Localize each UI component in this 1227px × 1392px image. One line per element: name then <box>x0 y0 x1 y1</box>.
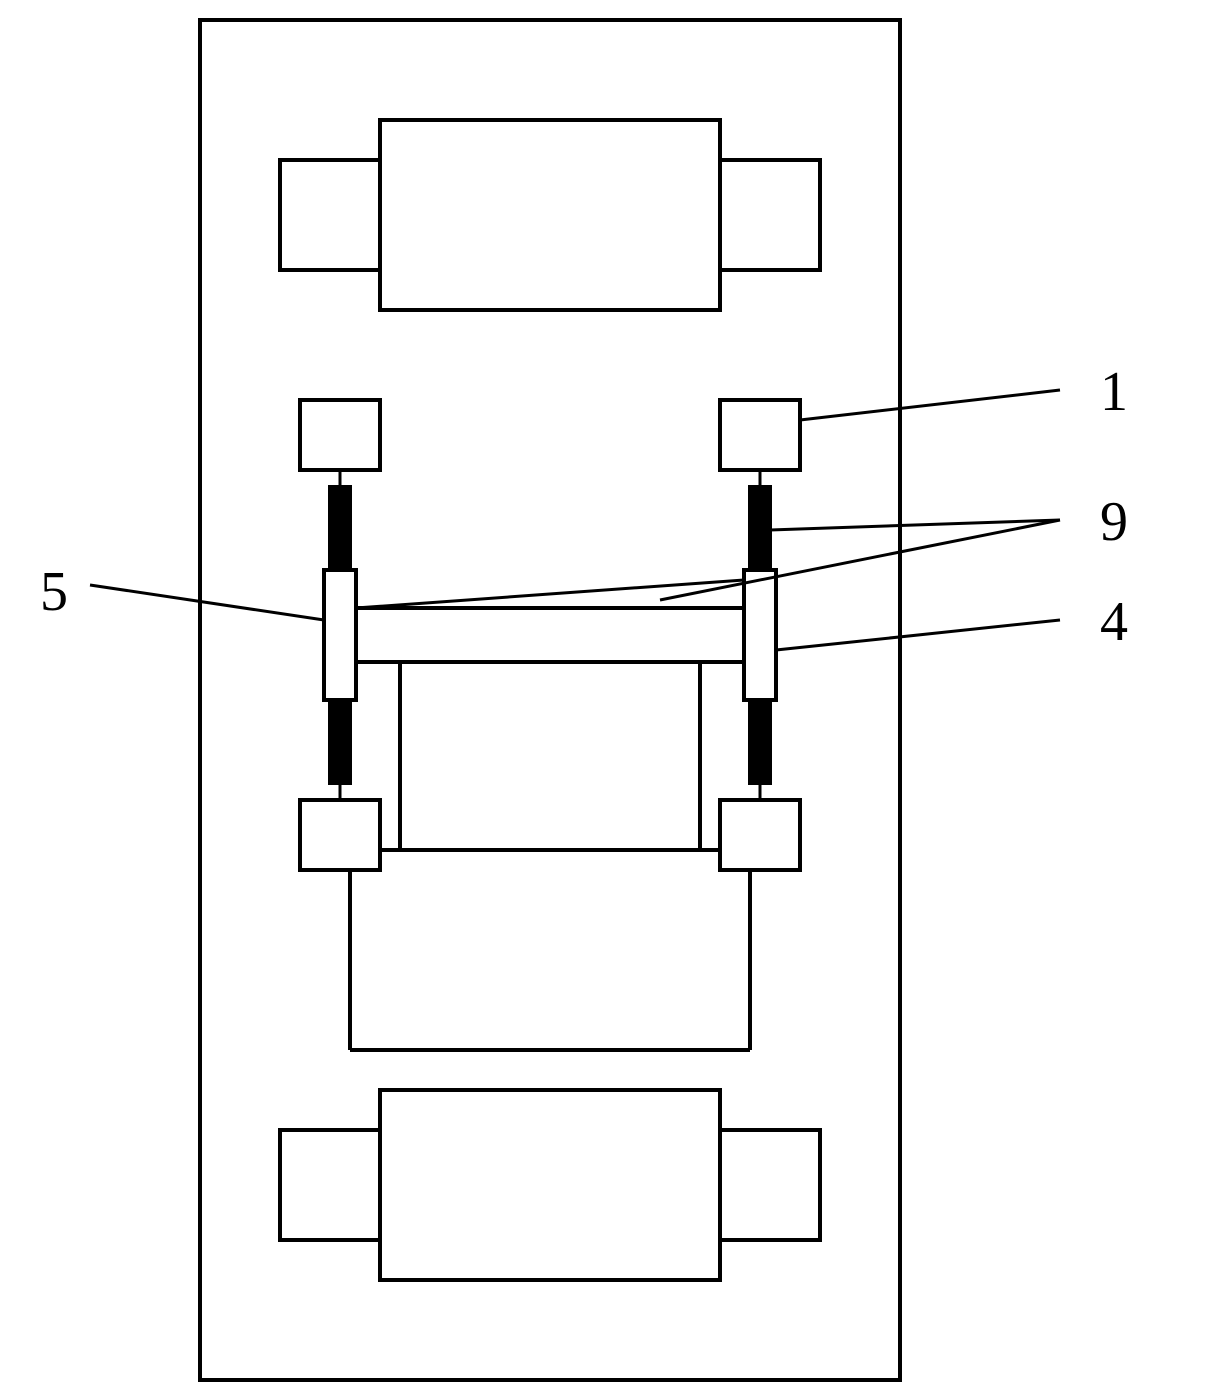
top-roller-cylinder <box>380 120 720 310</box>
bottom-roller-right-bearing <box>720 1130 820 1240</box>
label-5: 5 <box>40 561 68 623</box>
mid-block-lower-left <box>300 800 380 870</box>
bottom-roller-cylinder <box>380 1090 720 1280</box>
label-9: 9 <box>1100 491 1128 553</box>
slat-left <box>324 570 356 700</box>
top-roller-left-bearing <box>280 160 380 270</box>
mid-block-lower-right <box>720 800 800 870</box>
mid-block-upper-right <box>720 400 800 470</box>
slat-right <box>744 570 776 700</box>
mid-block-upper-left <box>300 400 380 470</box>
label-1: 1 <box>1100 361 1128 423</box>
bottom-roller-left-bearing <box>280 1130 380 1240</box>
mechanical-diagram: 1945 <box>0 0 1227 1392</box>
top-roller-right-bearing <box>720 160 820 270</box>
label-4: 4 <box>1100 591 1128 653</box>
